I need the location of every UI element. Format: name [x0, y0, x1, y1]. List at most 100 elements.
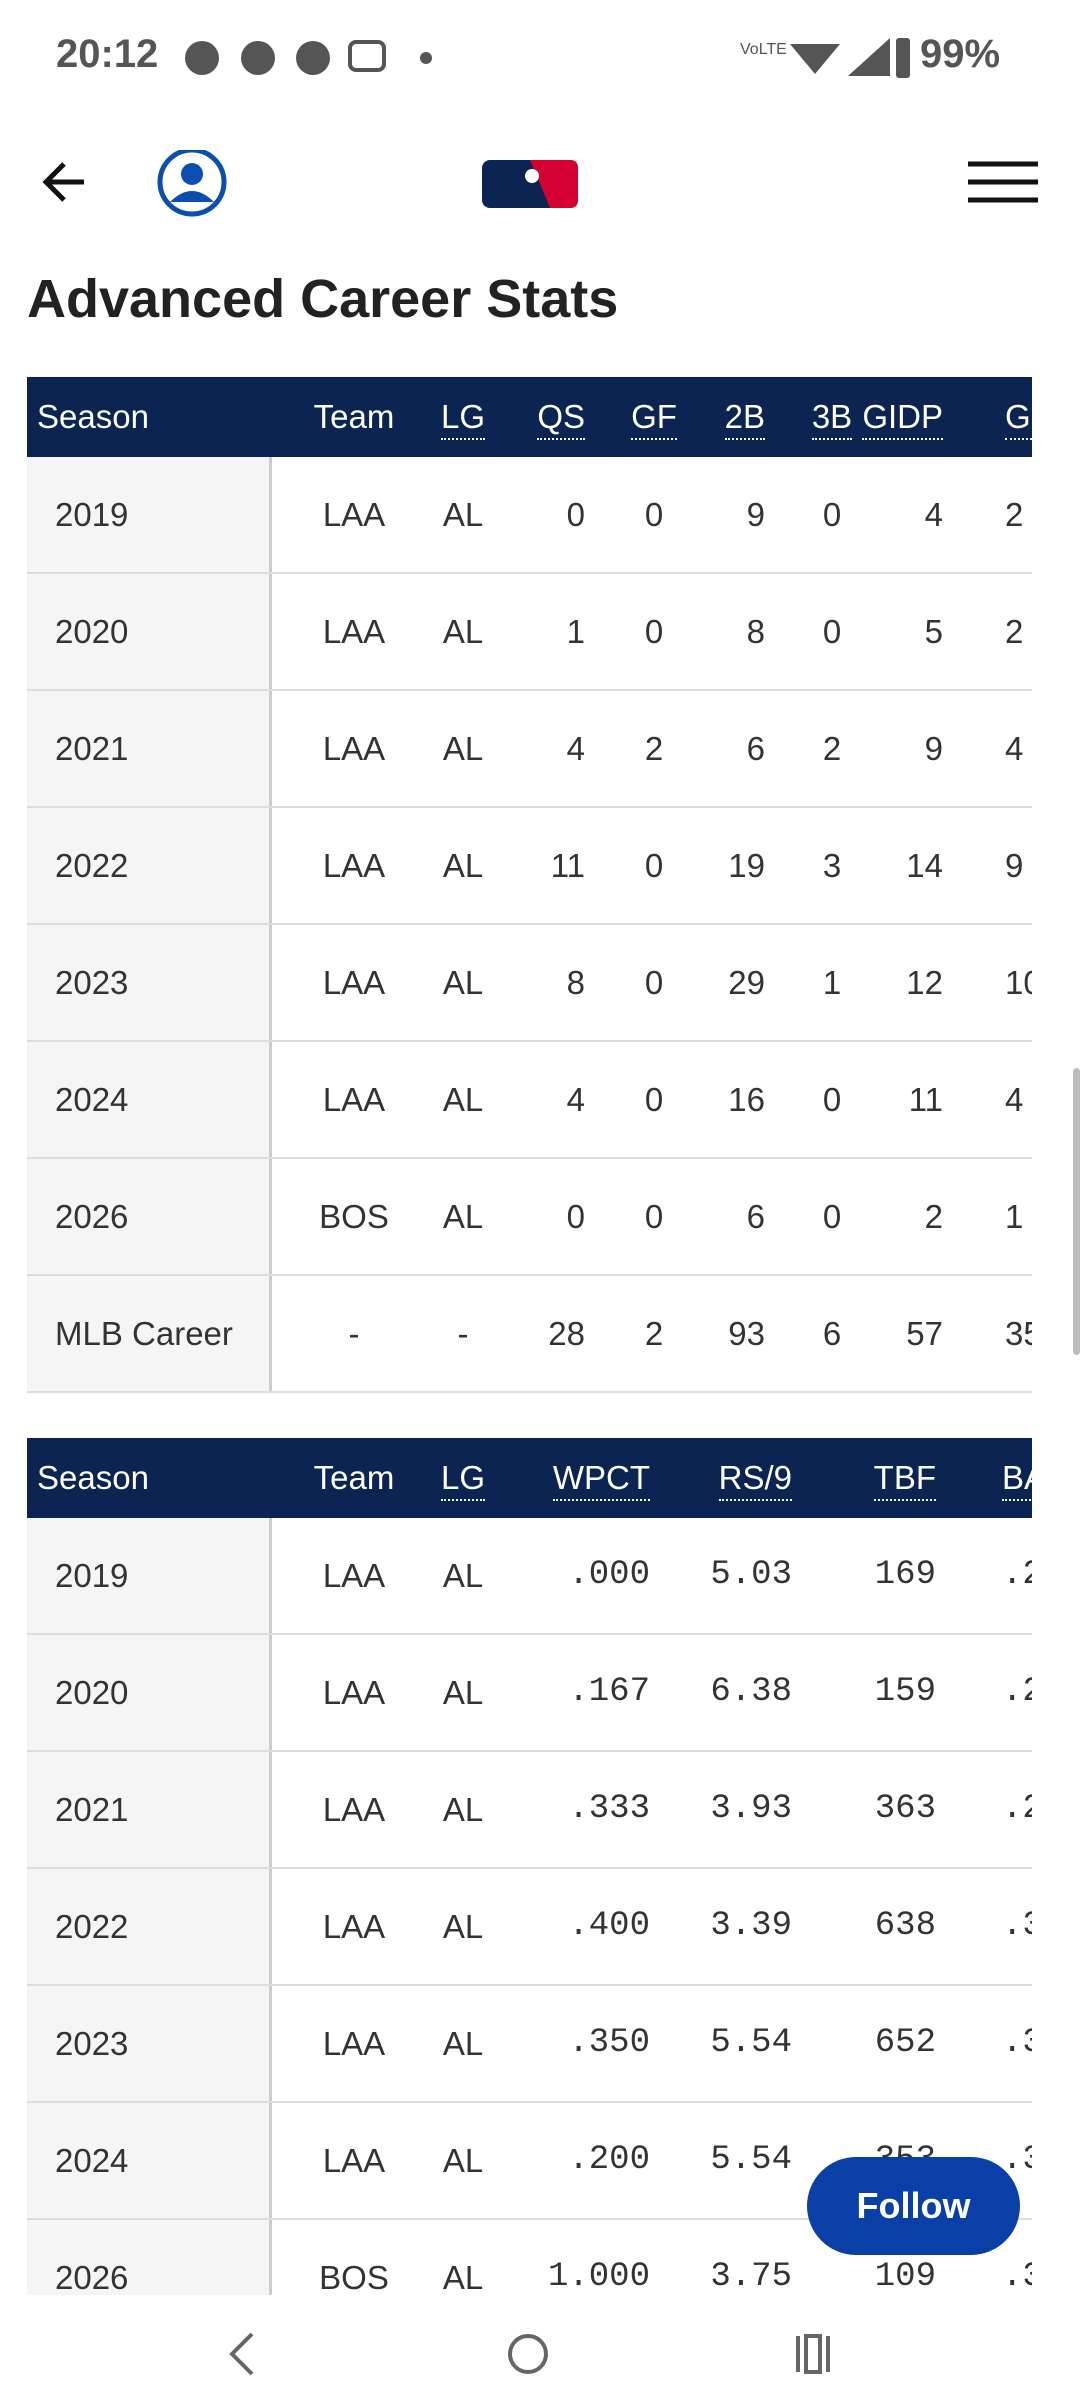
- stat-cell: 0: [822, 496, 842, 533]
- column-header: 3B: [732, 377, 932, 457]
- follow-button[interactable]: Follow: [807, 2157, 1020, 2255]
- stat-cell: 9: [924, 730, 943, 767]
- stat-cell: 159: [874, 1673, 936, 1711]
- stat-cell: 0: [644, 1198, 664, 1235]
- status-time: 20:12: [56, 32, 159, 76]
- stat-cell: 2: [924, 1198, 943, 1235]
- column-header: BA: [1002, 1438, 1032, 1518]
- column-header: GIDP: [862, 377, 943, 457]
- season-cell: 2021: [55, 730, 129, 767]
- stat-cell: BOS: [319, 1198, 389, 1235]
- header-text: Season: [37, 1459, 149, 1496]
- stat-cell: 14: [906, 847, 943, 884]
- season-cell: 2019: [55, 496, 129, 533]
- season-cell-bg: [27, 1276, 272, 1391]
- header-text: Team: [313, 1459, 395, 1496]
- season-cell-bg: [27, 1042, 272, 1157]
- stat-cell: AL: [442, 613, 484, 650]
- season-cell: 2024: [55, 1081, 129, 1118]
- stat-cell: AL: [442, 496, 484, 533]
- header-text: BA: [1002, 1459, 1032, 1501]
- nav-back[interactable]: [229, 2332, 254, 2376]
- column-header: QS: [537, 377, 585, 457]
- column-header: LG: [363, 1438, 563, 1518]
- season-cell: 2020: [55, 1674, 129, 1711]
- profile-icon[interactable]: [157, 150, 227, 217]
- stat-cell: AL: [442, 2142, 484, 2179]
- stat-cell: 0: [644, 496, 664, 533]
- stat-cell: 3: [822, 847, 842, 884]
- stat-cell: LAA: [322, 730, 386, 767]
- stat-cell: 1: [1005, 1198, 1024, 1235]
- stat-cell: 1: [566, 613, 585, 650]
- table-row: 2019 LAA AL .000 5.03 169 .2: [27, 1518, 1032, 1635]
- stat-cell: 5: [924, 613, 943, 650]
- notification-icons: [185, 40, 432, 75]
- stat-cell: 12: [906, 964, 943, 1001]
- column-header: Season: [37, 1438, 149, 1518]
- stat-cell: 652: [874, 2024, 936, 2062]
- stat-cell: 11: [550, 847, 585, 884]
- stat-cell: 2: [822, 730, 842, 767]
- column-header: Season: [37, 377, 149, 457]
- stat-cell: .3: [1002, 2258, 1032, 2295]
- stat-cell: .3: [1002, 2024, 1032, 2062]
- stat-cell: 3.39: [710, 1907, 792, 1945]
- stat-cell: LAA: [322, 613, 386, 650]
- stat-cell: 2: [1005, 613, 1024, 650]
- stat-cell: AL: [442, 847, 484, 884]
- stat-cell: 6: [746, 730, 765, 767]
- stat-cell: AL: [442, 964, 484, 1001]
- menu-button[interactable]: [968, 161, 1038, 203]
- header-text: LG: [440, 1459, 486, 1501]
- table-row: 2020 LAA AL .167 6.38 159 .2: [27, 1635, 1032, 1752]
- stat-cell: LAA: [322, 964, 386, 1001]
- nav-home[interactable]: [508, 2334, 548, 2374]
- stat-cell: 363: [874, 1790, 936, 1828]
- stat-cell: 0: [566, 496, 585, 533]
- header-text: RS/9: [718, 1459, 792, 1501]
- header-text: QS: [537, 398, 585, 440]
- season-cell-bg: [27, 1752, 272, 1867]
- stats-table: Season Team LG WPCT RS/9 TBF BA 2019 LAA AL .000 5.…: [27, 1438, 1032, 2295]
- season-cell-bg: [27, 574, 272, 689]
- stat-cell: LAA: [322, 496, 386, 533]
- table-row: 2023 LAA AL .350 5.54 652 .3: [27, 1986, 1032, 2103]
- stat-cell: 0: [822, 613, 842, 650]
- season-cell: 2022: [55, 1908, 129, 1945]
- stat-cell: 57: [906, 1315, 943, 1352]
- back-button[interactable]: [42, 162, 84, 202]
- stat-cell: AL: [442, 1198, 484, 1235]
- mlb-logo[interactable]: [482, 160, 578, 208]
- season-cell: 2023: [55, 2025, 129, 2062]
- season-cell-bg: [27, 691, 272, 806]
- svg-text:VoLTE: VoLTE: [740, 41, 787, 58]
- stat-cell: 8: [746, 613, 765, 650]
- table-row: 2026 BOS AL 1.000 3.75 109 .3: [27, 2220, 1032, 2295]
- season-cell: 2026: [55, 2259, 129, 2295]
- stat-cell: BOS: [319, 2259, 389, 2295]
- column-header: WPCT: [552, 1438, 650, 1518]
- table-row: 2022 LAA AL 11 0 19 3 14 9: [27, 808, 1032, 925]
- stat-cell: .000: [568, 1556, 650, 1594]
- nav-bar: [229, 2332, 830, 2376]
- stat-cell: 0: [566, 1198, 585, 1235]
- season-cell: 2026: [55, 1198, 129, 1235]
- stat-cell: LAA: [322, 847, 386, 884]
- stat-cell: .167: [568, 1673, 650, 1711]
- stat-cell: 5.03: [710, 1556, 792, 1594]
- season-cell-bg: [27, 808, 272, 923]
- season-cell: 2024: [55, 2142, 129, 2179]
- stat-cell: 638: [874, 1907, 936, 1945]
- table-row: 2022 LAA AL .400 3.39 638 .3: [27, 1869, 1032, 1986]
- stat-cell: 0: [822, 1198, 842, 1235]
- scrollbar: [1073, 1068, 1080, 1355]
- stat-cell: .2: [1002, 1790, 1032, 1828]
- stat-cell: .350: [568, 2024, 650, 2062]
- stat-cell: 0: [644, 964, 664, 1001]
- nav-recents[interactable]: [796, 2334, 830, 2374]
- stat-cell: LAA: [322, 1908, 386, 1945]
- stat-cell: AL: [442, 1674, 484, 1711]
- stat-cell: 169: [874, 1556, 936, 1594]
